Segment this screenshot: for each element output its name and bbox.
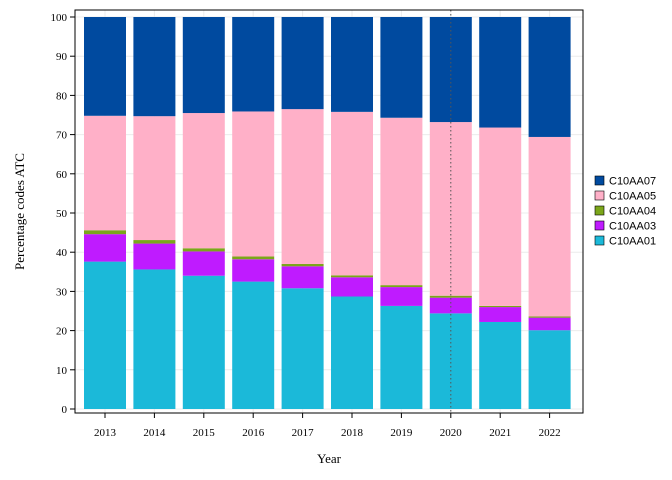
y-tick-label: 30 <box>56 286 68 298</box>
x-tick-label: 2018 <box>341 427 364 439</box>
bar-segment-c10aa04-2015 <box>182 248 225 252</box>
bar-segment-c10aa07-2015 <box>182 17 225 114</box>
bar-segment-c10aa05-2020 <box>429 122 472 296</box>
bar-segment-c10aa01-2014 <box>133 269 176 409</box>
y-axis-title: Percentage codes ATC <box>12 153 27 270</box>
y-tick-label: 20 <box>56 326 68 338</box>
x-tick-label: 2022 <box>539 427 561 439</box>
x-axis: 2013 2014 2015 2016 2017 2018 2019 2020 2021 2022 <box>94 413 561 439</box>
y-tick-label: 50 <box>56 208 68 220</box>
bar-segment-c10aa03-2022 <box>528 317 571 331</box>
legend-label-c10aa03: C10AA03 <box>609 221 656 233</box>
bar-segment-c10aa01-2019 <box>380 305 423 409</box>
y-tick-label: 0 <box>62 404 68 416</box>
bar-segment-c10aa05-2013 <box>84 115 126 231</box>
legend-swatch-c10aa01 <box>594 235 605 246</box>
legend-label-c10aa07: C10AA07 <box>609 176 656 188</box>
x-tick-label: 2013 <box>94 427 117 439</box>
bar-segment-c10aa01-2016 <box>232 281 275 409</box>
bar-segment-c10aa05-2021 <box>479 127 522 306</box>
y-tick-label: 70 <box>56 130 68 142</box>
bar-segment-c10aa01-2017 <box>281 288 324 409</box>
y-tick-label: 40 <box>56 247 68 259</box>
bar-segment-c10aa05-2017 <box>281 109 324 264</box>
bar-segment-c10aa03-2018 <box>331 277 373 297</box>
bar-segment-c10aa04-2020 <box>429 295 472 298</box>
legend: C10AA07 C10AA05 C10AA04 C10AA03 C10AA01 <box>594 175 656 248</box>
y-tick-label: 60 <box>56 169 68 181</box>
legend-swatch-c10aa07 <box>594 175 605 186</box>
bar-segment-c10aa01-2020 <box>429 313 472 409</box>
bar-segment-c10aa01-2018 <box>331 296 373 409</box>
legend-label-c10aa05: C10AA05 <box>609 191 656 203</box>
bar-segment-c10aa01-2015 <box>182 275 225 409</box>
legend-swatch-c10aa04 <box>594 205 605 216</box>
bar-segment-c10aa03-2013 <box>84 234 126 262</box>
bar-segment-c10aa03-2019 <box>380 287 423 306</box>
bar-segment-c10aa07-2014 <box>133 17 176 117</box>
bar-segment-c10aa03-2016 <box>232 259 275 282</box>
legend-label-c10aa01: C10AA01 <box>609 236 656 248</box>
bars <box>84 17 571 409</box>
bar-segment-c10aa05-2018 <box>331 111 373 276</box>
bar-segment-c10aa04-2022 <box>528 316 571 318</box>
bar-segment-c10aa01-2013 <box>84 261 126 409</box>
x-tick-label: 2020 <box>440 427 463 439</box>
bar-segment-c10aa04-2019 <box>380 285 423 288</box>
bar-segment-c10aa07-2016 <box>232 17 275 112</box>
legend-label-c10aa04: C10AA04 <box>609 206 656 218</box>
y-axis: 0 10 20 30 40 50 60 70 80 90 100 <box>51 12 75 416</box>
bar-segment-c10aa01-2022 <box>528 330 571 409</box>
bar-segment-c10aa04-2013 <box>84 230 126 235</box>
x-tick-label: 2019 <box>390 427 413 439</box>
x-tick-label: 2021 <box>489 427 511 439</box>
bar-segment-c10aa04-2017 <box>281 263 324 267</box>
y-tick-label: 80 <box>56 90 68 102</box>
bar-segment-c10aa07-2021 <box>479 17 522 128</box>
bar-segment-c10aa03-2021 <box>479 307 522 322</box>
bar-segment-c10aa04-2018 <box>331 275 373 278</box>
x-tick-label: 2015 <box>193 427 216 439</box>
y-tick-label: 90 <box>56 51 68 63</box>
bar-segment-c10aa05-2015 <box>182 113 225 249</box>
bar-segment-c10aa04-2021 <box>479 305 522 308</box>
plot-frame <box>74 9 584 414</box>
bar-segment-c10aa07-2019 <box>380 17 423 118</box>
bar-segment-c10aa03-2015 <box>182 251 225 276</box>
y-tick-label: 10 <box>56 365 68 377</box>
bar-segment-c10aa04-2016 <box>232 256 275 260</box>
bar-segment-c10aa05-2022 <box>528 136 571 317</box>
bar-segment-c10aa01-2021 <box>479 321 522 409</box>
bar-segment-c10aa05-2019 <box>380 117 423 286</box>
bar-segment-c10aa05-2016 <box>232 111 275 257</box>
legend-swatch-c10aa03 <box>594 220 605 231</box>
bar-segment-c10aa04-2014 <box>133 240 176 244</box>
bar-segment-c10aa03-2017 <box>281 266 324 289</box>
x-tick-label: 2014 <box>143 427 166 439</box>
bar-segment-c10aa07-2022 <box>528 17 571 137</box>
x-tick-label: 2017 <box>292 427 315 439</box>
bar-segment-c10aa07-2017 <box>281 17 324 110</box>
bar-segment-c10aa05-2014 <box>133 116 176 241</box>
bar-segment-c10aa07-2013 <box>84 17 126 116</box>
x-axis-title: Year <box>317 451 342 466</box>
x-tick-label: 2016 <box>242 427 265 439</box>
legend-swatch-c10aa05 <box>594 190 605 201</box>
bar-segment-c10aa07-2018 <box>331 17 373 112</box>
bar-segment-c10aa03-2014 <box>133 243 176 270</box>
y-tick-label: 100 <box>51 12 68 24</box>
bar-segment-c10aa03-2020 <box>429 297 472 314</box>
